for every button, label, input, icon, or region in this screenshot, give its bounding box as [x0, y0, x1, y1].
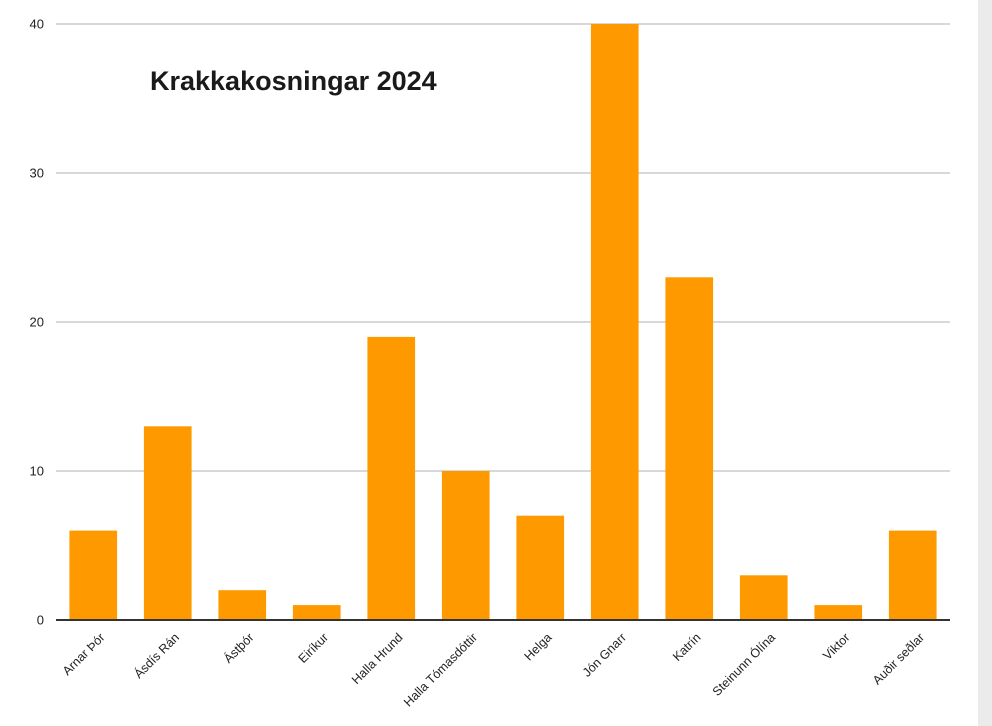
- right-edge-strip: [978, 0, 992, 726]
- x-tick-label: Arnar Þór: [60, 630, 108, 678]
- x-axis-category-labels: Arnar Þór Ásdís Rán Ástþór Eiríkur Halla Hru…: [60, 630, 927, 710]
- bar: [367, 336, 416, 620]
- x-tick-label: Katrín: [670, 630, 704, 664]
- bar: [814, 605, 863, 620]
- x-tick-label: Eiríkur: [296, 630, 331, 665]
- bar: [739, 575, 788, 620]
- x-tick-label: Ástþór: [220, 630, 256, 666]
- chart-title: Krakkakosningar 2024: [150, 66, 437, 96]
- x-tick-label: Helga: [522, 630, 555, 663]
- y-tick-label: 40: [30, 17, 44, 32]
- bar: [218, 590, 267, 620]
- bar: [516, 515, 565, 620]
- y-tick-label: 10: [30, 464, 44, 479]
- bars: [69, 24, 937, 620]
- bar: [143, 426, 192, 620]
- y-tick-label: 30: [30, 166, 44, 181]
- x-tick-label: Ásdís Rán: [131, 630, 182, 681]
- bar: [441, 471, 490, 620]
- x-tick-label: Viktor: [820, 630, 852, 662]
- y-axis-tick-labels: 0 10 20 30 40: [30, 17, 44, 628]
- x-tick-label: Auðir seðlar: [870, 630, 927, 687]
- x-tick-label: Steinunn Ólína: [709, 630, 778, 699]
- bar: [292, 605, 341, 620]
- x-tick-label: Halla Tómasdóttir: [401, 630, 480, 709]
- bar: [665, 277, 714, 620]
- bar: [69, 530, 118, 620]
- y-tick-label: 0: [37, 613, 44, 628]
- gridlines: [56, 23, 950, 472]
- x-tick-label: Jón Gnarr: [580, 630, 629, 679]
- bar: [590, 24, 639, 620]
- x-tick-label: Halla Hrund: [349, 630, 406, 687]
- bar: [888, 530, 937, 620]
- y-tick-label: 20: [30, 315, 44, 330]
